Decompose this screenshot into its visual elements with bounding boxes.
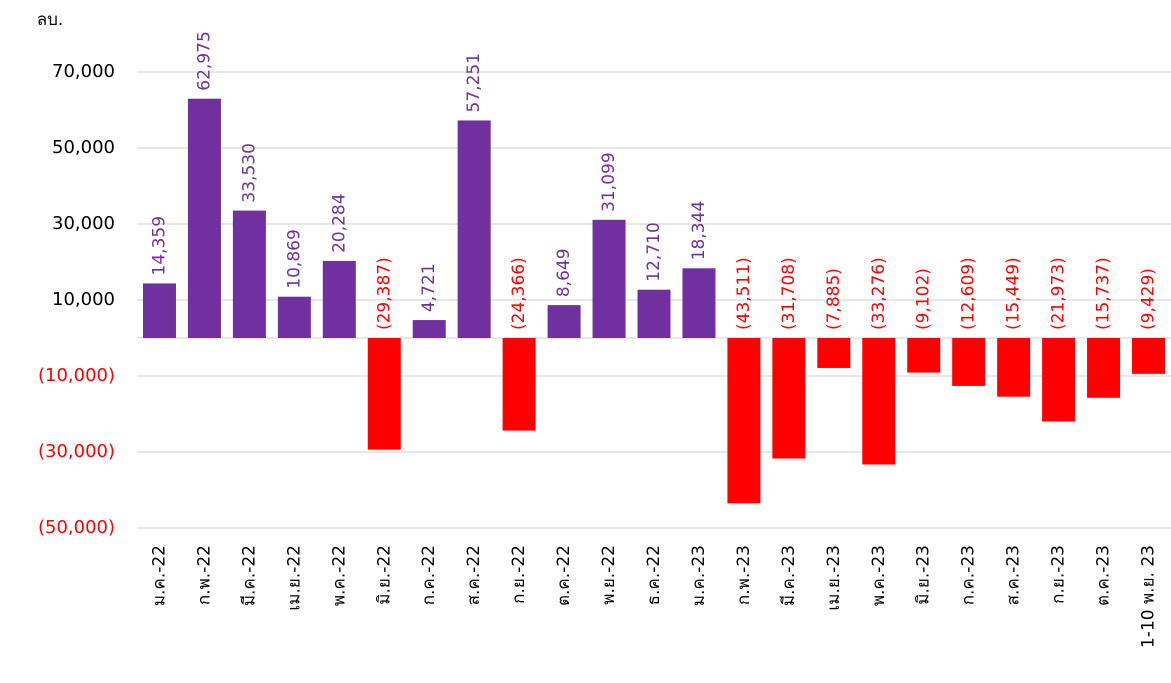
- value-label: 31,099: [599, 152, 619, 211]
- value-label: (29,387): [374, 257, 394, 330]
- y-axis-label: ลบ.: [37, 10, 64, 30]
- bar: [997, 338, 1031, 397]
- bar: [187, 98, 221, 338]
- value-label: (12,609): [959, 257, 979, 330]
- x-tick-label: ก.ย.-22: [509, 545, 529, 604]
- bar: [412, 320, 446, 338]
- x-tick-label: ส.ค.-23: [1004, 545, 1024, 605]
- bar: [592, 219, 626, 338]
- value-label: 8,649: [554, 248, 574, 297]
- bar: [142, 283, 176, 338]
- x-tick-label: พ.ค.-22: [329, 545, 349, 606]
- x-tick-label: ก.ค.-22: [419, 545, 439, 605]
- x-tick-label: ก.ค.-23: [959, 545, 979, 605]
- bar: [952, 338, 986, 386]
- x-tick-label: ก.พ.-22: [194, 545, 214, 605]
- bar: [862, 338, 896, 465]
- bar: [727, 338, 761, 504]
- value-label: 18,344: [689, 201, 709, 260]
- value-label: 14,359: [149, 216, 169, 275]
- bar: [907, 338, 941, 373]
- value-label: (7,885): [824, 268, 844, 330]
- y-tick-label: (50,000): [38, 517, 115, 538]
- y-tick-label: (10,000): [38, 365, 115, 386]
- x-tick-label: เม.ย.-22: [284, 545, 304, 611]
- y-tick-label: (30,000): [38, 441, 115, 462]
- x-tick-label: เม.ย.-23: [824, 545, 844, 611]
- bar: [457, 120, 491, 338]
- bar: [502, 338, 536, 431]
- bar: [277, 296, 311, 338]
- value-label: (31,708): [779, 257, 799, 330]
- bar: [637, 289, 671, 338]
- value-label: (15,449): [1004, 257, 1024, 330]
- value-label: (43,511): [734, 257, 754, 330]
- x-tick-label: มิ.ย.-23: [914, 545, 934, 605]
- x-tick-label: ต.ค.-23: [1094, 545, 1114, 606]
- x-tick-label: ม.ค.-23: [689, 545, 709, 606]
- x-tick-label: มี.ค.-22: [239, 545, 259, 606]
- value-label: (9,429): [1139, 268, 1159, 330]
- value-label: (9,102): [914, 268, 934, 330]
- value-label: (21,973): [1049, 257, 1069, 330]
- bar: [232, 210, 266, 338]
- bar: [817, 338, 851, 368]
- x-tick-label: มิ.ย.-22: [374, 545, 394, 605]
- value-label: 33,530: [239, 143, 259, 202]
- bar: [772, 338, 806, 459]
- x-tick-label: พ.ย.-22: [599, 545, 619, 605]
- x-tick-label: ม.ค.-22: [149, 545, 169, 606]
- x-tick-label: ต.ค.-22: [554, 545, 574, 606]
- value-label: 12,710: [644, 222, 664, 281]
- value-label: 4,721: [419, 263, 439, 312]
- value-label: (15,737): [1094, 257, 1114, 330]
- y-tick-label: 30,000: [52, 213, 115, 234]
- value-label: 10,869: [284, 229, 304, 288]
- bar: [367, 338, 401, 450]
- x-tick-label: ก.ย.-23: [1049, 545, 1069, 604]
- x-tick-label: ส.ค.-22: [464, 545, 484, 605]
- bar: [322, 260, 356, 338]
- y-tick-label: 50,000: [52, 137, 115, 158]
- bar: [1042, 338, 1076, 422]
- x-tick-label: ธ.ค.-22: [644, 545, 664, 605]
- value-label: 57,251: [464, 53, 484, 112]
- bar: [547, 305, 581, 338]
- bar: [1132, 338, 1166, 374]
- y-tick-label: 10,000: [52, 289, 115, 310]
- y-tick-label: 70,000: [52, 61, 115, 82]
- x-tick-label: ก.พ.-23: [734, 545, 754, 605]
- x-tick-label: 1-10 พ.ย. 23: [1139, 545, 1159, 648]
- value-label: 62,975: [194, 31, 214, 90]
- x-tick-label: พ.ค.-23: [869, 545, 889, 606]
- bar: [682, 268, 716, 338]
- value-label: 20,284: [329, 193, 349, 252]
- x-tick-label: มี.ค.-23: [779, 545, 799, 606]
- value-label: (24,366): [509, 257, 529, 330]
- value-label: (33,276): [869, 257, 889, 330]
- bar: [1087, 338, 1121, 398]
